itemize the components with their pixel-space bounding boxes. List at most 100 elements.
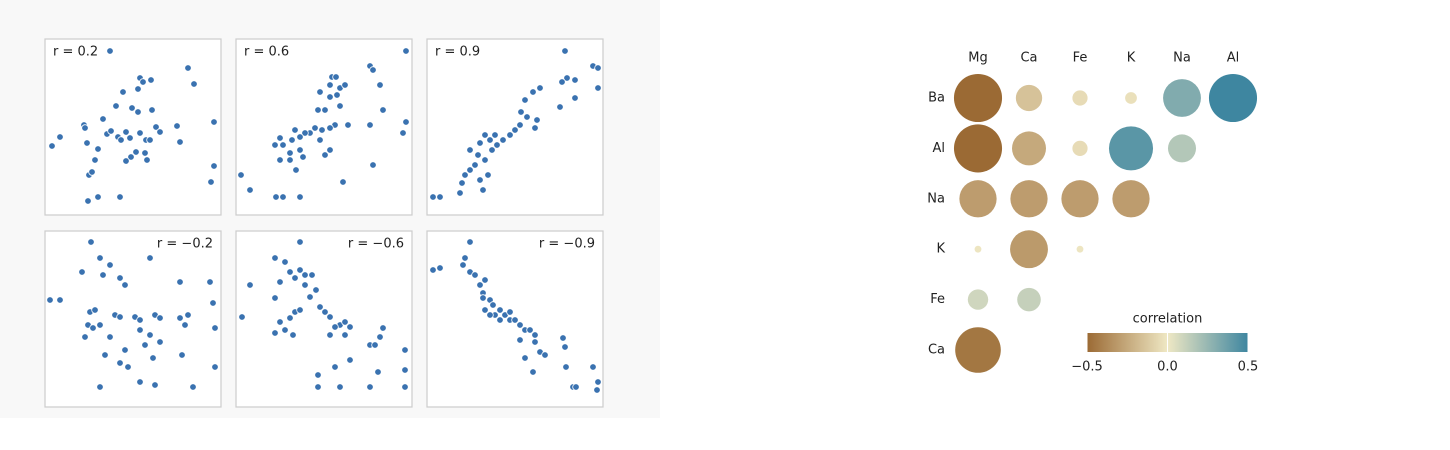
scatter-point (466, 166, 474, 174)
scatter-point (81, 124, 89, 132)
scatter-point (556, 103, 564, 111)
scatter-point (189, 383, 197, 391)
scatter-point (301, 271, 309, 279)
scatter-point (134, 108, 142, 116)
scatter-point (116, 313, 124, 321)
scatter-point (341, 81, 349, 89)
row-label: Al (932, 141, 945, 156)
scatter-point (559, 334, 567, 342)
scatter-point (516, 321, 524, 329)
colorbar-tick-label: −0.5 (1071, 360, 1103, 375)
scatter-point (176, 314, 184, 322)
scatter-point (56, 133, 64, 141)
colorbar-tick-label: 0.5 (1238, 360, 1259, 375)
scatter-point (122, 157, 130, 165)
scatter-point (316, 303, 324, 311)
scatter-point (292, 166, 300, 174)
scatter-point (531, 124, 539, 132)
scatter-point (311, 124, 319, 132)
scatter-point (146, 136, 154, 144)
scatter-point (272, 193, 280, 201)
scatter-point (401, 383, 409, 391)
scatter-point (136, 378, 144, 386)
scatter-point (96, 383, 104, 391)
scatter-point (178, 351, 186, 359)
scatter-point (461, 254, 469, 262)
panel-label: r = 0.6 (244, 45, 289, 60)
scatter-point (321, 106, 329, 114)
panel-label: r = −0.6 (348, 237, 404, 252)
scatter-point (474, 151, 482, 159)
scatter-point (96, 254, 104, 262)
scatter-point (318, 126, 326, 134)
scatter-point (402, 118, 410, 126)
scatter-point (466, 238, 474, 246)
scatter-point (326, 146, 334, 154)
scatter-point (511, 126, 519, 134)
scatter-point (101, 351, 109, 359)
scatter-point (466, 146, 474, 154)
scatter-point (594, 84, 602, 92)
scatter-point (143, 156, 151, 164)
scatter-point (326, 313, 334, 321)
scatter-point (128, 104, 136, 112)
scatter-point (516, 121, 524, 129)
scatter-point (429, 193, 437, 201)
scatter-point (146, 254, 154, 262)
scatter-point (136, 326, 144, 334)
scatter-point (314, 371, 322, 379)
scatter-point (321, 308, 329, 316)
scatter-point (476, 176, 484, 184)
scatter-point (489, 301, 497, 309)
column-label: K (1127, 51, 1136, 66)
scatter-point (136, 316, 144, 324)
scatter-point (594, 378, 602, 386)
column-label: Fe (1073, 51, 1088, 66)
scatter-point (149, 354, 157, 362)
scatter-point (456, 189, 464, 197)
scatter-point (96, 321, 104, 329)
scatter-point (116, 193, 124, 201)
scatter-point (127, 153, 135, 161)
scatter-point (562, 363, 570, 371)
scatter-point (436, 264, 444, 272)
scatter-point (121, 281, 129, 289)
scatter-point (459, 261, 467, 269)
scatter-point (288, 136, 296, 144)
scatter-point (276, 318, 284, 326)
scatter-point (134, 85, 142, 93)
scatter-point (119, 88, 127, 96)
scatter-point (132, 148, 140, 156)
scatter-point (321, 151, 329, 159)
scatter-point (479, 186, 487, 194)
scatter-point (299, 153, 307, 161)
scatter-point (499, 136, 507, 144)
scatter-point (94, 145, 102, 153)
row-label: Ba (928, 91, 945, 106)
scatter-point (210, 162, 218, 170)
scatter-point (279, 141, 287, 149)
scatter-point (511, 316, 519, 324)
scatter-point (286, 149, 294, 157)
scatter-point (91, 306, 99, 314)
correlation-circle (959, 180, 997, 218)
correlation-circle (1163, 79, 1201, 117)
scatter-point (246, 186, 254, 194)
scatter-point (399, 129, 407, 137)
scatter-point (94, 193, 102, 201)
scatter-point (366, 121, 374, 129)
scatter-point (536, 84, 544, 92)
correlation-circle (955, 327, 1001, 373)
scatter-point (156, 314, 164, 322)
scatter-point (481, 156, 489, 164)
scatter-point (369, 66, 377, 74)
correlation-circle (1076, 245, 1084, 253)
scatter-point (291, 274, 299, 282)
scatter-panel (235, 230, 413, 408)
correlation-circle (1015, 84, 1043, 112)
scatter-point (594, 64, 602, 72)
scatter-point (379, 106, 387, 114)
scatter-point (533, 116, 541, 124)
scatter-point (479, 294, 487, 302)
scatter-point (279, 193, 287, 201)
